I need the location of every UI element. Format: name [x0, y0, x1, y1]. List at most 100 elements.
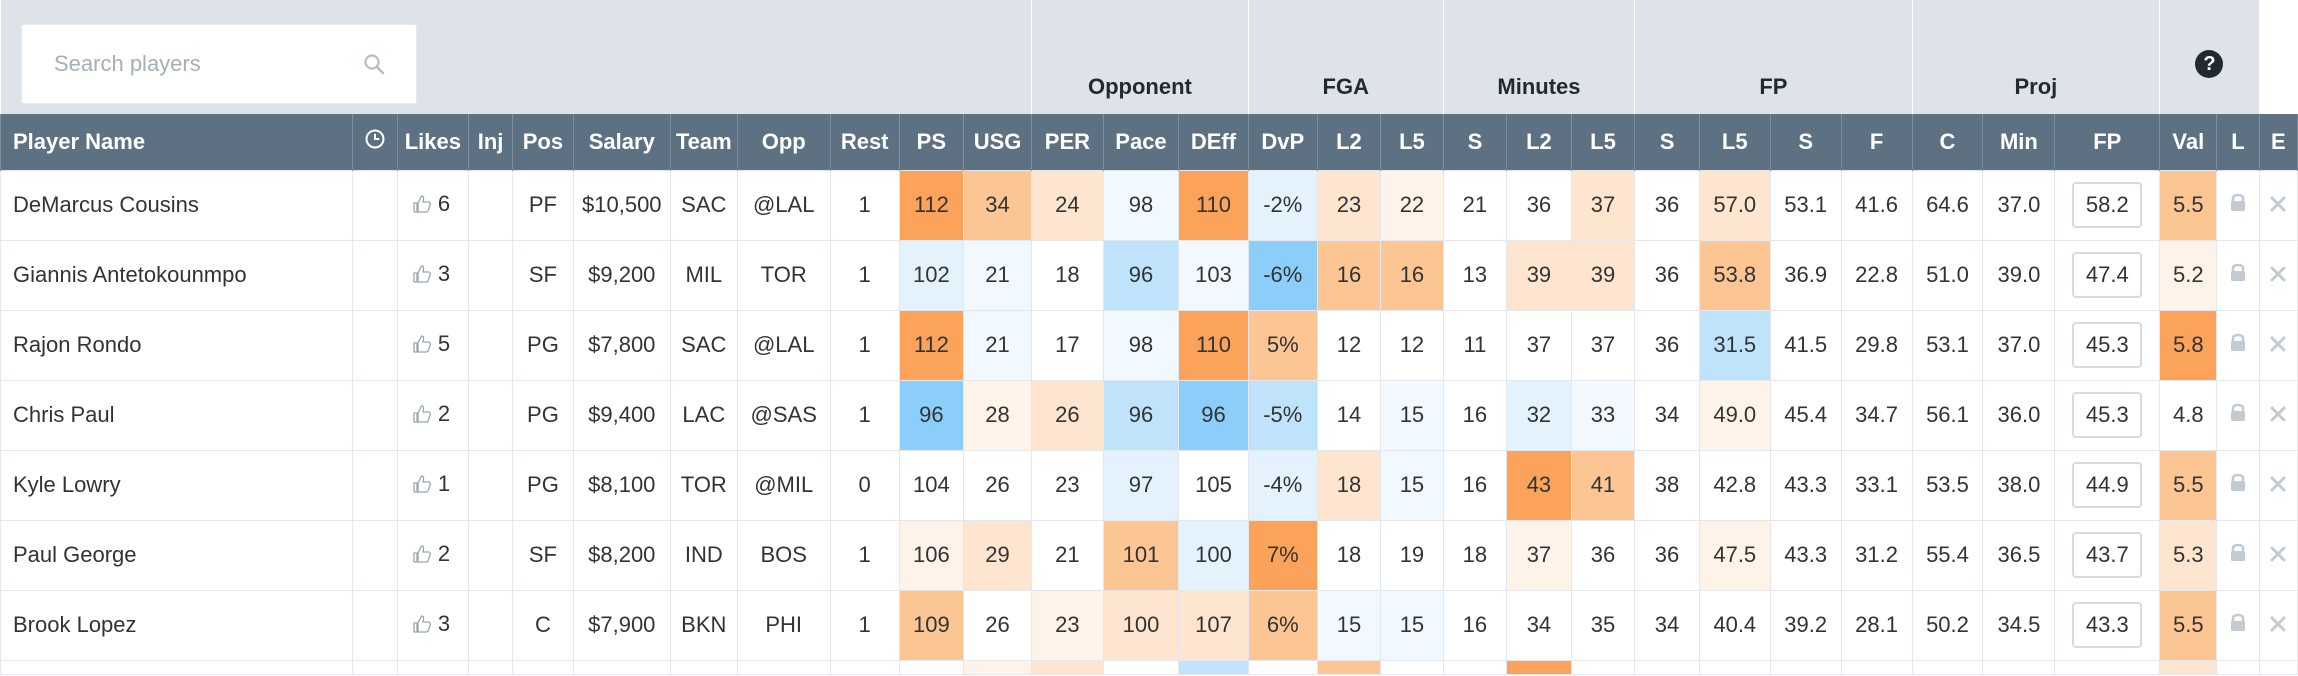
col-min-l2[interactable]: L2 [1506, 114, 1572, 170]
usg-cell: 26 [963, 589, 1032, 661]
proj-fp-input[interactable]: 45.3 [2072, 392, 2143, 438]
player-row[interactable]: Giannis Antetokounmpo 3 SF $9,200 MIL TO… [0, 239, 2298, 311]
col-min-s[interactable]: S [1634, 114, 1700, 170]
thumbs-up-icon[interactable] [412, 474, 432, 500]
proj-fp-input[interactable]: 43.7 [2072, 532, 2143, 578]
proj-fp-input[interactable]: 58.2 [2072, 182, 2143, 228]
player-name[interactable]: Giannis Antetokounmpo [0, 239, 354, 311]
lock-icon[interactable] [2228, 261, 2248, 289]
col-likes[interactable]: Likes [396, 114, 469, 170]
player-name[interactable]: Chris Paul [0, 379, 354, 451]
close-icon[interactable] [2269, 333, 2287, 359]
player-row[interactable]: Rajon Rondo 5 PG $7,800 SAC @LAL 1 112 2… [0, 309, 2298, 381]
lock-icon[interactable] [2228, 541, 2248, 569]
col-fga-l5[interactable]: L5 [1380, 114, 1444, 170]
col-opp[interactable]: Opp [736, 114, 831, 170]
likes-cell[interactable]: 2 [396, 379, 469, 451]
opp-cell: PHI [736, 589, 831, 661]
player-row[interactable]: Brook Lopez 3 C $7,900 BKN PHI 1 109 26 … [0, 589, 2298, 661]
col-fga-l2[interactable]: L2 [1316, 114, 1382, 170]
col-fp-s[interactable]: S [1769, 114, 1842, 170]
lock-icon[interactable] [2228, 191, 2248, 219]
ps-cell: 112 [898, 309, 965, 381]
col-fp-c[interactable]: C [1911, 114, 1984, 170]
likes-cell[interactable]: 3 [396, 589, 469, 661]
player-row[interactable]: Paul George 2 SF $8,200 IND BOS 1 106 29… [0, 519, 2298, 591]
col-pos[interactable]: Pos [512, 114, 574, 170]
min-l5-cell: 41 [1570, 449, 1636, 521]
thumbs-up-icon[interactable] [412, 264, 432, 290]
player-row[interactable]: Kyle Lowry 1 PG $8,100 TOR @MIL 0 104 26… [0, 449, 2298, 521]
col-val[interactable]: Val [2159, 114, 2218, 170]
search-icon[interactable] [362, 52, 386, 82]
col-fp-l5[interactable]: L5 [1698, 114, 1771, 170]
proj-fp-input[interactable]: 43.3 [2072, 602, 2143, 648]
player-name[interactable]: Rajon Rondo [0, 309, 354, 381]
val-cell: 5.8 [2159, 309, 2218, 381]
col-rest[interactable]: Rest [829, 114, 900, 170]
close-icon[interactable] [2269, 193, 2287, 219]
col-lock[interactable]: L [2216, 114, 2260, 170]
likes-cell[interactable]: 1 [396, 449, 469, 521]
thumbs-up-icon[interactable] [412, 544, 432, 570]
col-ps[interactable]: PS [898, 114, 965, 170]
player-row[interactable]: Chris Paul 2 PG $9,400 LAC @SAS 1 96 28 … [0, 379, 2298, 451]
likes-cell[interactable]: 2 [396, 519, 469, 591]
opp-cell: BOS [736, 519, 831, 591]
thumbs-up-icon[interactable] [412, 194, 432, 220]
min-l2-cell: 43 [1506, 449, 1572, 521]
col-fp-f[interactable]: F [1840, 114, 1913, 170]
player-name[interactable]: DeMarcus Cousins [0, 169, 354, 241]
proj-fp-input[interactable]: 44.9 [2072, 462, 2143, 508]
col-fga-s[interactable]: S [1442, 114, 1508, 170]
col-dvp[interactable]: DvP [1247, 114, 1318, 170]
lock-cell [2216, 379, 2260, 451]
search-box[interactable] [21, 24, 417, 104]
col-exclude[interactable]: E [2258, 114, 2298, 170]
col-salary[interactable]: Salary [572, 114, 671, 170]
player-name[interactable]: Paul George [0, 519, 354, 591]
thumbs-up-icon[interactable] [412, 614, 432, 640]
lock-cell [2216, 309, 2260, 381]
fp-l5-cell: 47.5 [1698, 519, 1771, 591]
col-inj[interactable]: Inj [467, 114, 514, 170]
col-player-name[interactable]: Player Name [0, 114, 354, 170]
proj-min-cell: 36.5 [1982, 519, 2056, 591]
thumbs-up-icon[interactable] [412, 404, 432, 430]
inj-cell [467, 309, 514, 381]
likes-cell[interactable]: 5 [396, 309, 469, 381]
likes-cell[interactable]: 3 [396, 239, 469, 311]
search-input[interactable] [52, 25, 356, 103]
lock-icon[interactable] [2228, 331, 2248, 359]
likes-count: 2 [437, 400, 451, 426]
news-cell [352, 309, 398, 381]
close-icon[interactable] [2269, 263, 2287, 289]
close-icon[interactable] [2269, 543, 2287, 569]
help-icon[interactable]: ? [2195, 50, 2224, 78]
col-pace[interactable]: Pace [1102, 114, 1180, 170]
close-icon[interactable] [2269, 403, 2287, 429]
col-min-l5[interactable]: L5 [1570, 114, 1636, 170]
col-deff[interactable]: DEff [1178, 114, 1249, 170]
proj-fp-input[interactable]: 45.3 [2072, 322, 2143, 368]
player-name[interactable]: Kyle Lowry [0, 449, 354, 521]
proj-fp-input[interactable]: 47.4 [2072, 252, 2143, 298]
close-icon[interactable] [2269, 473, 2287, 499]
player-name[interactable]: Brook Lopez [0, 589, 354, 661]
salary-cell: $8,100 [572, 449, 671, 521]
col-usg[interactable]: USG [963, 114, 1032, 170]
close-icon[interactable] [2269, 613, 2287, 639]
col-clock[interactable] [352, 114, 398, 170]
lock-icon[interactable] [2228, 471, 2248, 499]
col-per[interactable]: PER [1030, 114, 1104, 170]
thumbs-up-icon[interactable] [412, 334, 432, 360]
col-proj-fp[interactable]: FP [2054, 114, 2161, 170]
lock-icon[interactable] [2228, 611, 2248, 639]
col-team[interactable]: Team [669, 114, 738, 170]
player-row[interactable]: DeMarcus Cousins 6 PF $10,500 SAC @LAL 1… [0, 169, 2298, 241]
rest-cell: 1 [829, 589, 900, 661]
likes-cell[interactable]: 6 [396, 169, 469, 241]
lock-icon[interactable] [2228, 401, 2248, 429]
rest-cell: 1 [829, 519, 900, 591]
col-proj-min[interactable]: Min [1982, 114, 2056, 170]
